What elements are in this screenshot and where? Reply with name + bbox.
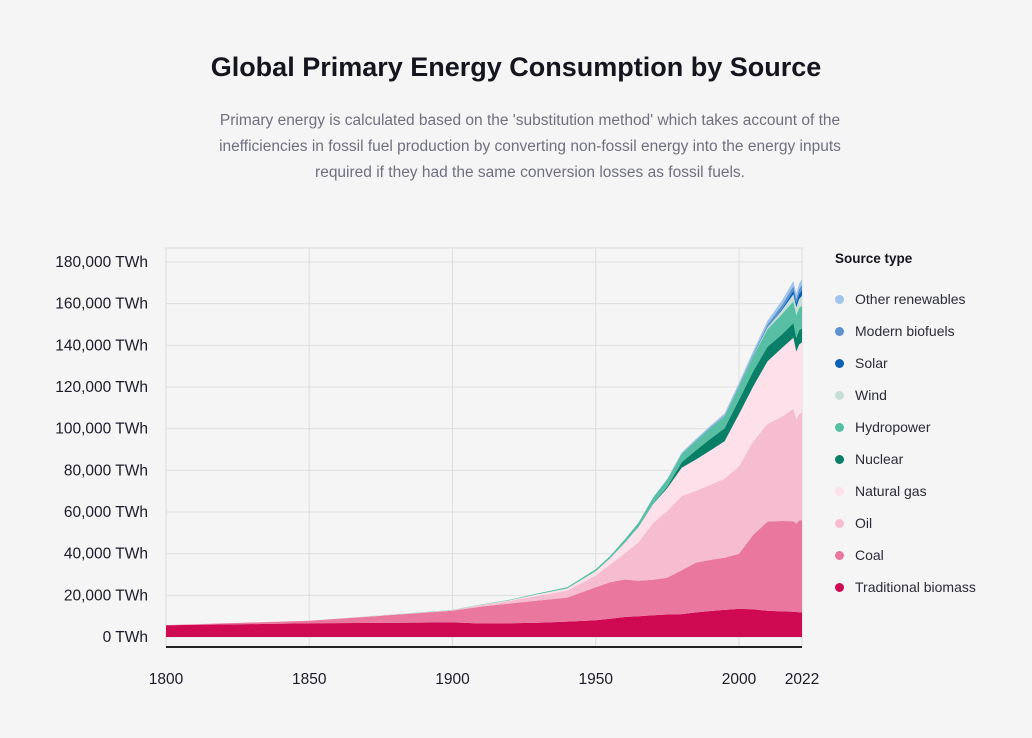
legend-swatch: [835, 454, 844, 464]
chart-subtitle: Primary energy is calculated based on th…: [219, 112, 841, 181]
legend: Source type Other renewables Modern biofu…: [835, 251, 1025, 603]
area-traditional-biomass: [166, 608, 802, 637]
legend-item-natural-gas[interactable]: Natural gas: [835, 475, 1025, 507]
legend-item-oil[interactable]: Oil: [835, 507, 1025, 539]
legend-label: Nuclear: [855, 451, 904, 467]
legend-label: Coal: [855, 547, 884, 563]
y-tick-label: 140,000 TWh: [55, 337, 148, 354]
legend-label: Hydropower: [855, 419, 931, 435]
legend-swatch: [835, 390, 844, 400]
x-tick-label: 2022: [785, 671, 819, 688]
x-tick-label: 1850: [292, 671, 327, 688]
legend-item-nuclear[interactable]: Nuclear: [835, 443, 1025, 475]
legend-item-coal[interactable]: Coal: [835, 539, 1025, 571]
legend-label: Other renewables: [855, 291, 966, 307]
legend-item-hydropower[interactable]: Hydropower: [835, 411, 1025, 443]
x-tick-label: 2000: [722, 671, 757, 688]
legend-label: Wind: [855, 387, 887, 403]
legend-swatch: [835, 518, 844, 528]
y-tick-label: 160,000 TWh: [55, 296, 148, 313]
legend-swatch: [835, 294, 844, 304]
legend-item-solar[interactable]: Solar: [835, 347, 1025, 379]
legend-swatch: [835, 422, 844, 432]
y-tick-label: 40,000 TWh: [64, 546, 148, 563]
legend-swatch: [835, 582, 844, 592]
legend-label: Oil: [855, 515, 873, 531]
area-nuclear: [166, 323, 802, 626]
area-oil: [166, 408, 802, 626]
legend-swatch: [835, 358, 844, 368]
area-coal: [166, 520, 802, 626]
legend-swatch: [835, 550, 844, 560]
legend-label: Modern biofuels: [855, 323, 955, 339]
area-natural-gas: [166, 337, 802, 626]
y-tick-label: 0 TWh: [103, 629, 148, 646]
legend-label: Solar: [855, 355, 888, 371]
legend-item-wind[interactable]: Wind: [835, 379, 1025, 411]
legend-title: Source type: [835, 251, 913, 266]
x-tick-label: 1900: [435, 671, 470, 688]
legend-swatch: [835, 486, 844, 496]
x-tick-label: 1800: [149, 671, 184, 688]
legend-items: Other renewables Modern biofuels Solar Wind…: [835, 283, 1025, 603]
legend-item-traditional-biomass[interactable]: Traditional biomass: [835, 571, 1025, 603]
y-tick-label: 80,000 TWh: [64, 462, 148, 479]
legend-item-modern-biofuels[interactable]: Modern biofuels: [835, 315, 1025, 347]
legend-label: Natural gas: [855, 483, 927, 499]
legend-item-other-renewables[interactable]: Other renewables: [835, 283, 1025, 315]
y-tick-label: 180,000 TWh: [55, 254, 148, 271]
x-tick-label: 1950: [578, 671, 613, 688]
legend-swatch: [835, 326, 844, 336]
y-tick-label: 20,000 TWh: [64, 587, 148, 604]
y-tick-label: 100,000 TWh: [55, 421, 148, 438]
y-tick-label: 120,000 TWh: [55, 379, 148, 396]
chart-title: Global Primary Energy Consumption by Sou…: [210, 52, 822, 82]
y-tick-label: 60,000 TWh: [64, 504, 148, 521]
legend-label: Traditional biomass: [855, 579, 976, 595]
